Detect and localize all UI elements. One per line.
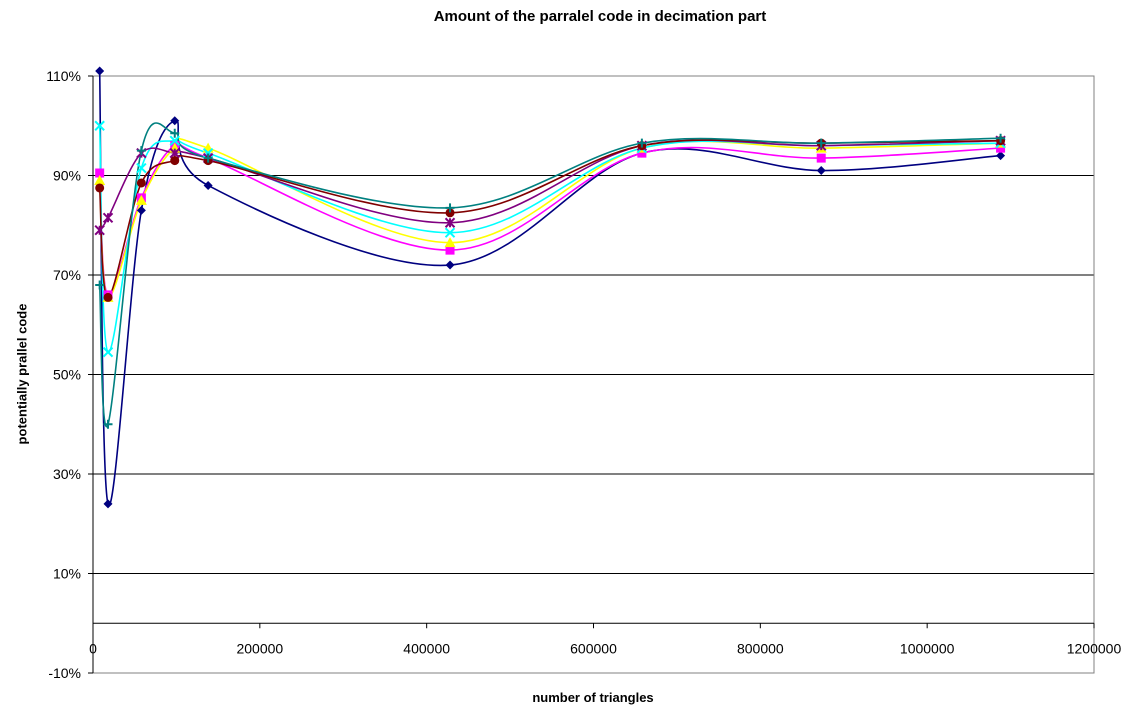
data-point <box>94 120 105 131</box>
data-point <box>102 346 114 358</box>
chart-title: Amount of the parralel code in decimatio… <box>433 8 767 25</box>
data-point <box>94 174 106 185</box>
y-tick-label: 50% <box>53 367 81 383</box>
data-point <box>95 183 105 193</box>
y-tick-label: 10% <box>53 566 81 582</box>
y-tick-label: 110% <box>46 68 81 84</box>
gridlines <box>93 175 1094 574</box>
data-point <box>170 156 180 166</box>
data-point <box>444 227 456 238</box>
data-point <box>170 116 180 126</box>
data-point <box>103 292 113 302</box>
tick-labels: 0 200000 400000 600000 800000 1000000 1200000 -… <box>46 68 1121 681</box>
series-line <box>99 139 1001 231</box>
data-point <box>996 133 1006 143</box>
data-point <box>169 135 180 146</box>
data-point <box>136 205 146 215</box>
data-point <box>103 499 113 509</box>
y-tick-label: -10% <box>48 665 81 681</box>
data-point <box>637 148 647 158</box>
data-point <box>170 128 180 138</box>
data-point <box>95 66 105 76</box>
data-point <box>816 166 826 176</box>
x-tick-label: 600000 <box>570 640 617 656</box>
data-point <box>445 203 455 213</box>
y-tick-label: 90% <box>53 168 81 184</box>
data-point <box>136 178 146 188</box>
x-tick-label: 1200000 <box>1067 640 1122 656</box>
axes <box>88 75 1095 674</box>
data-point <box>816 138 826 148</box>
data-point <box>95 280 105 290</box>
y-tick-label: 70% <box>53 267 81 283</box>
data-point <box>103 419 113 429</box>
data-point <box>996 143 1006 153</box>
series-lines <box>98 71 1001 507</box>
x-tick-label: 200000 <box>236 640 283 656</box>
data-point <box>136 162 147 174</box>
data-point <box>445 260 455 270</box>
y-tick-label: 30% <box>53 466 81 482</box>
data-point <box>95 168 105 178</box>
data-point <box>94 225 105 236</box>
series-line <box>98 71 1001 507</box>
series-markers <box>94 66 1007 509</box>
data-point <box>136 146 146 156</box>
data-point <box>637 138 647 148</box>
data-point <box>444 237 456 248</box>
x-tick-label: 800000 <box>737 640 784 656</box>
data-point <box>445 208 455 218</box>
x-axis-label: number of triangles <box>532 690 654 705</box>
data-point <box>203 153 213 163</box>
series-line <box>98 122 1001 428</box>
data-point <box>444 217 456 228</box>
data-point <box>996 151 1006 161</box>
data-point <box>102 212 114 223</box>
data-point <box>135 194 147 205</box>
data-point <box>203 180 213 190</box>
x-tick-label: 1000000 <box>900 640 955 656</box>
x-tick-label: 400000 <box>403 640 450 656</box>
series-line <box>98 138 1001 299</box>
data-point <box>445 245 455 255</box>
data-point <box>816 153 826 163</box>
x-tick-label: 0 <box>89 640 97 656</box>
